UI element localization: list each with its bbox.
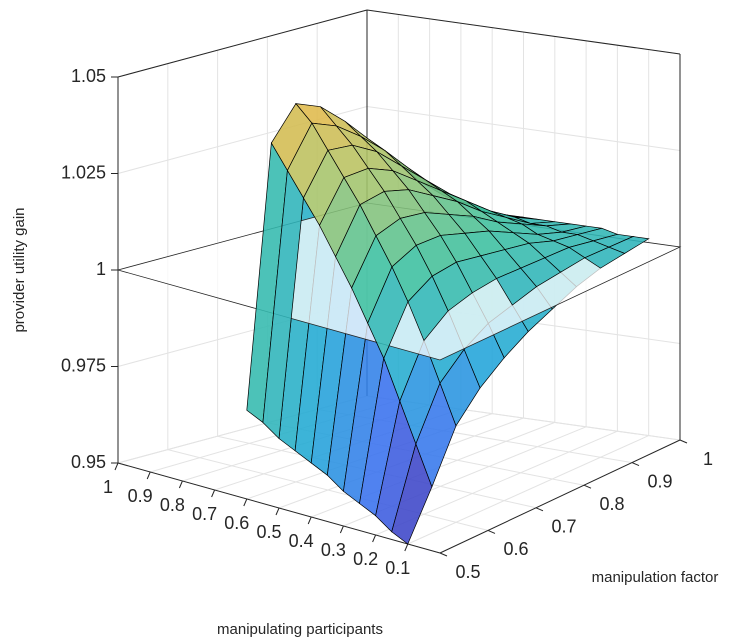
- x-tick-label: 0.3: [321, 540, 346, 560]
- z-tick-label: 1.025: [61, 162, 106, 182]
- x-tick-label: 0.5: [256, 522, 281, 542]
- y-tick-label: 0.8: [599, 494, 624, 514]
- y-axis-label: manipulation factor: [592, 569, 719, 586]
- grid-line: [366, 106, 681, 151]
- y-tick-label: 0.9: [647, 471, 672, 491]
- y-tick-label: 1: [703, 449, 713, 469]
- tick-mark: [535, 507, 544, 512]
- axis-line: [439, 439, 681, 554]
- tick-mark: [211, 489, 216, 498]
- z-tick-label: 1.05: [71, 66, 106, 86]
- tick-mark: [404, 543, 409, 552]
- tick-mark: [487, 529, 496, 534]
- surface-patch: [391, 442, 433, 545]
- x-tick-label: 0.7: [192, 504, 217, 524]
- grid-line: [167, 449, 489, 531]
- tick-mark: [339, 525, 344, 534]
- z-tick-label: 0.975: [61, 355, 106, 375]
- tick-mark: [631, 462, 640, 467]
- x-tick-label: 1: [103, 477, 113, 497]
- tick-mark: [146, 471, 151, 480]
- tick-mark: [439, 552, 448, 557]
- axis-line: [366, 9, 681, 55]
- y-tick-label: 0.6: [503, 539, 528, 559]
- z-tick-label: 1: [96, 259, 106, 279]
- z-axis-label: provider utility gain: [11, 207, 28, 332]
- tick-mark: [114, 462, 119, 471]
- y-tick-label: 0.5: [455, 562, 480, 582]
- x-tick-label: 0.1: [385, 558, 410, 578]
- surface-patch: [367, 265, 409, 360]
- x-tick-label: 0.2: [353, 549, 378, 569]
- x-tick-label: 0.8: [160, 495, 185, 515]
- axis-line: [117, 9, 368, 78]
- x-tick-label: 0.9: [128, 486, 153, 506]
- x-tick-label: 0.4: [289, 531, 314, 551]
- x-axis-label: manipulating participants: [217, 621, 383, 638]
- tick-mark: [583, 484, 592, 489]
- surface-patch: [407, 275, 449, 342]
- surface-patch: [262, 169, 304, 440]
- grid-line: [407, 435, 649, 545]
- tick-mark: [243, 498, 248, 507]
- z-tick-label: 0.95: [71, 452, 106, 472]
- tick-mark: [679, 439, 688, 444]
- tick-mark: [178, 480, 183, 489]
- x-tick-label: 0.6: [224, 513, 249, 533]
- surface-patch: [495, 267, 538, 306]
- surface-patch: [584, 246, 626, 269]
- y-tick-label: 0.7: [551, 517, 576, 537]
- tick-mark: [372, 534, 377, 543]
- tick-mark: [307, 516, 312, 525]
- tick-mark: [275, 507, 280, 516]
